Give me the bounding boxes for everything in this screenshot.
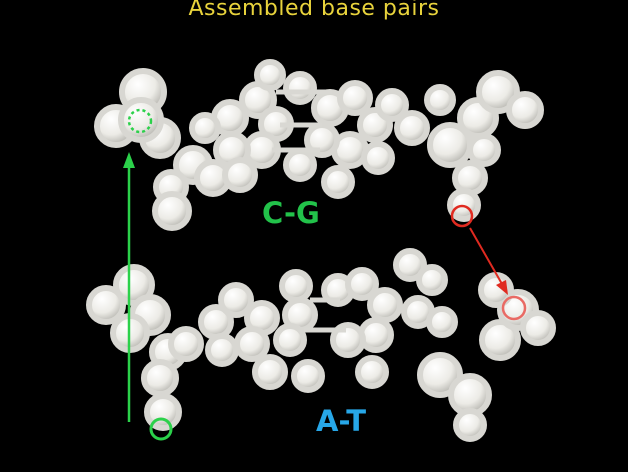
at-hydrogen-bonds	[304, 297, 346, 333]
figure-title: Assembled base pairs	[188, 0, 440, 21]
cg-hydrogen-bonds	[272, 89, 332, 153]
red-arrow	[450, 204, 527, 321]
at-pair-label: A-T	[316, 404, 366, 438]
cg-model	[94, 59, 544, 231]
cg-pair-label: C-G	[262, 196, 320, 230]
green-arrow	[123, 108, 173, 441]
